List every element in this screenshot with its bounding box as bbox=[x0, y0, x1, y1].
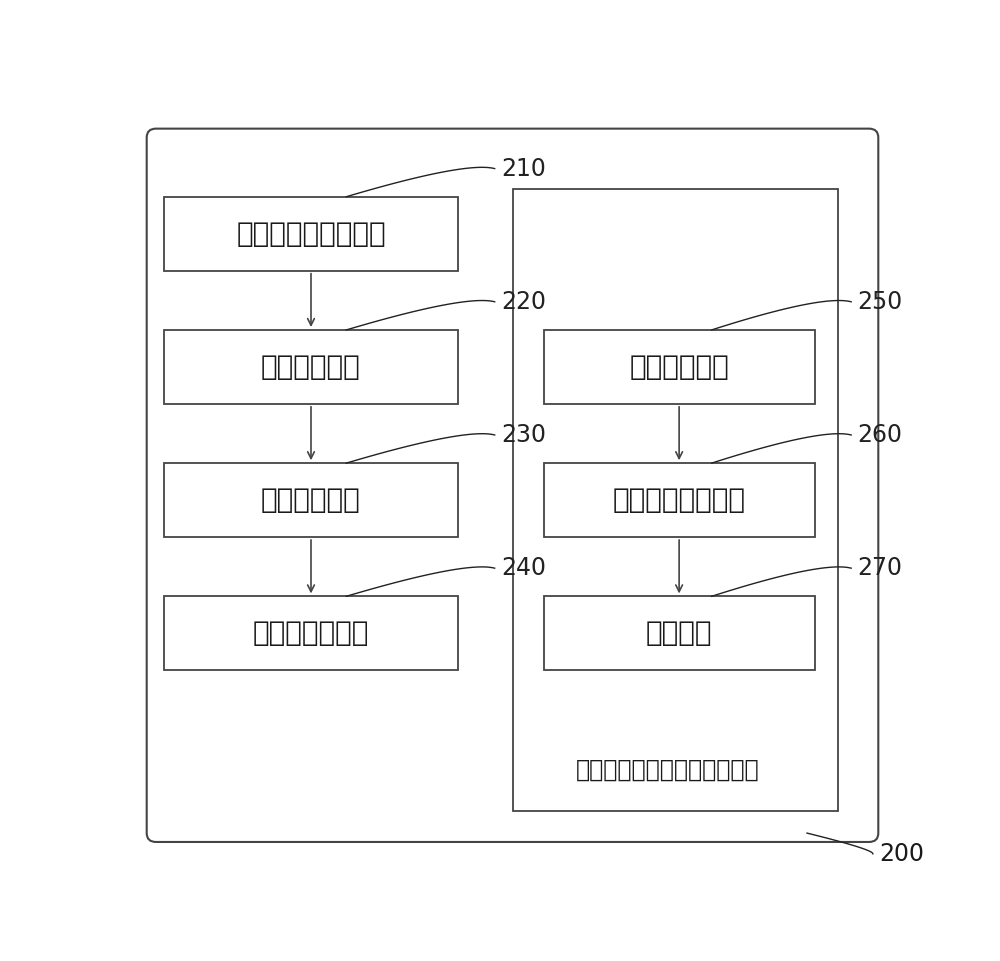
Text: 230: 230 bbox=[501, 423, 546, 447]
Bar bbox=[512, 189, 838, 811]
Text: 特征提取单元: 特征提取单元 bbox=[261, 353, 361, 381]
Bar bbox=[164, 596, 458, 671]
Text: 高斯离散化单元: 高斯离散化单元 bbox=[253, 619, 369, 648]
Text: 270: 270 bbox=[857, 556, 902, 580]
Text: 矩阵校正单元: 矩阵校正单元 bbox=[629, 353, 729, 381]
FancyBboxPatch shape bbox=[147, 129, 878, 842]
Bar bbox=[164, 197, 458, 271]
Text: 250: 250 bbox=[857, 290, 903, 314]
Text: 220: 220 bbox=[501, 290, 546, 314]
Bar bbox=[164, 330, 458, 404]
Text: 警示单元: 警示单元 bbox=[646, 619, 712, 648]
Bar bbox=[544, 463, 815, 537]
Bar bbox=[544, 330, 815, 404]
Text: 210: 210 bbox=[501, 157, 546, 181]
Text: 异物类型检测单元: 异物类型检测单元 bbox=[613, 486, 746, 514]
Text: 200: 200 bbox=[879, 842, 924, 866]
Text: 240: 240 bbox=[501, 556, 546, 580]
Bar bbox=[544, 596, 815, 671]
Text: 磁场分布图获取单元: 磁场分布图获取单元 bbox=[236, 220, 386, 248]
Text: 用于电动汽车的充电报警系统: 用于电动汽车的充电报警系统 bbox=[576, 758, 759, 782]
Bar bbox=[164, 463, 458, 537]
Text: 260: 260 bbox=[857, 423, 902, 447]
Text: 高斯关联单元: 高斯关联单元 bbox=[261, 486, 361, 514]
